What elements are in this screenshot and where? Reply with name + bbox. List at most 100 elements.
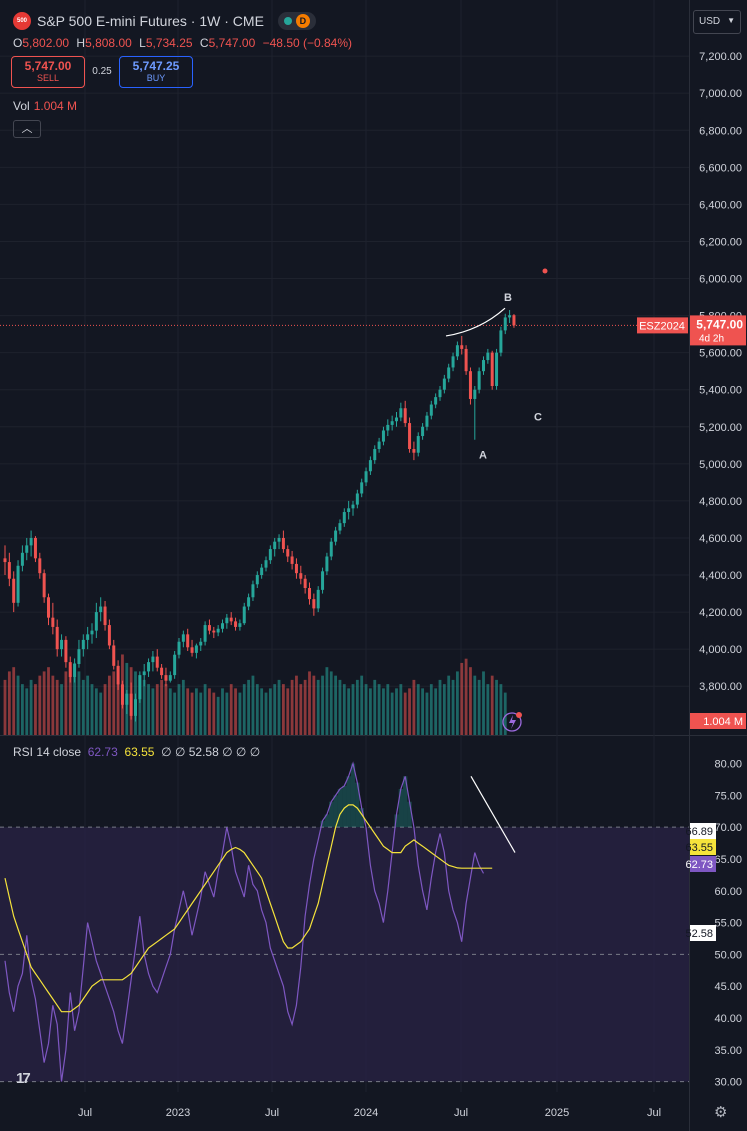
rsi-tag: 63.55 xyxy=(685,842,713,854)
rsi-overbought-fill xyxy=(350,763,356,828)
rsi-line xyxy=(4,761,485,1082)
rsi-legend[interactable]: RSI 14 close 62.73 63.55 ∅ ∅ 52.58 ∅ ∅ ∅ xyxy=(13,745,260,759)
volume-bar xyxy=(460,662,464,735)
volume-bar xyxy=(395,688,398,735)
currency-selector[interactable]: USD ▼ xyxy=(693,10,741,34)
time-tick-label: Jul xyxy=(454,1107,468,1119)
candle-body xyxy=(377,441,381,450)
candle-body xyxy=(51,617,55,627)
rsi-overbought-fill xyxy=(342,785,347,828)
rsi-tick-label: 75.00 xyxy=(714,790,742,802)
volume-bar xyxy=(495,679,498,735)
volume-bar xyxy=(347,688,351,735)
rsi-overbought-fill xyxy=(324,814,330,828)
rsi-tick-label: 50.00 xyxy=(714,949,742,961)
rsi-pane[interactable] xyxy=(0,761,689,1083)
candle-body xyxy=(260,567,264,576)
candlestick-series[interactable] xyxy=(3,310,516,722)
buy-button[interactable]: 5,747.25 BUY xyxy=(119,56,193,88)
candle-body xyxy=(434,397,438,405)
ohlc-values: O5,802.00 H5,808.00 L5,734.25 C5,747.00 … xyxy=(13,36,356,50)
volume-bar xyxy=(260,688,264,735)
candle-body xyxy=(425,415,429,427)
rsi-overbought-fill xyxy=(394,814,399,828)
open-label: O xyxy=(13,36,23,50)
volume-bar xyxy=(173,692,177,735)
candle-body xyxy=(490,352,494,386)
rsi-overbought-fill xyxy=(398,788,404,828)
volume-bar xyxy=(25,688,29,735)
close-label: C xyxy=(199,36,209,50)
time-tick-label: Jul xyxy=(78,1107,92,1119)
volume-bar xyxy=(255,684,259,735)
candle-body xyxy=(151,656,155,663)
user-drawings[interactable]: A B C xyxy=(445,268,548,853)
price-tick-label: 6,800.00 xyxy=(699,125,742,137)
volume-bar xyxy=(286,688,290,735)
symbol-title[interactable]: S&P 500 E-mini Futures · 1W · CME xyxy=(37,13,264,29)
gear-icon[interactable]: ⚙ xyxy=(714,1104,728,1121)
candle-body xyxy=(116,665,120,685)
candle-body xyxy=(464,348,468,372)
candle-body xyxy=(338,523,342,531)
volume-bar xyxy=(155,684,159,735)
price-tick-label: 5,400.00 xyxy=(699,385,742,397)
volume-bar xyxy=(112,671,116,735)
volume-bar xyxy=(164,684,168,735)
candle-body xyxy=(64,639,68,663)
volume-bar xyxy=(338,679,342,735)
price-tick-label: 7,000.00 xyxy=(699,88,742,100)
volume-bar xyxy=(321,675,324,735)
candle-body xyxy=(42,573,46,598)
candle-body xyxy=(438,389,442,398)
market-status[interactable]: D xyxy=(277,12,316,30)
candle-body xyxy=(29,537,33,546)
rsi-tick-label: 35.00 xyxy=(714,1045,742,1057)
candle-body xyxy=(229,617,233,622)
price-tick-label: 4,800.00 xyxy=(699,496,742,508)
symbol-tag-bg xyxy=(637,317,688,334)
chevron-up-icon[interactable]: ︿ xyxy=(13,120,41,138)
volume-bar xyxy=(116,667,120,735)
price-tick-label: 5,200.00 xyxy=(699,422,742,434)
price-tick-label: 6,600.00 xyxy=(699,162,742,174)
rsi-overbought-fill xyxy=(359,808,364,828)
candle-body xyxy=(508,315,512,318)
volume-bar xyxy=(403,692,407,735)
rsi-overbought-fill xyxy=(407,801,412,828)
symbol-logo-icon[interactable]: 500 xyxy=(13,12,31,30)
candle-body xyxy=(312,599,316,609)
volume-bar xyxy=(425,692,429,735)
candle-body xyxy=(403,408,407,424)
chevron-down-icon: ▼ xyxy=(727,16,735,25)
price-tick-label: 4,200.00 xyxy=(699,607,742,619)
candle-body xyxy=(138,675,142,700)
delayed-data-badge: D xyxy=(295,14,310,28)
volume-bar xyxy=(21,684,24,735)
candle-body xyxy=(360,482,364,494)
rsi-tag-bg xyxy=(690,925,716,941)
volume-bar xyxy=(377,684,381,735)
sell-button[interactable]: 5,747.00 SELL xyxy=(11,56,85,88)
candle-body xyxy=(238,623,242,627)
volume-bar xyxy=(186,688,190,735)
rsi-na-3: ∅ xyxy=(222,745,233,759)
candle-body xyxy=(203,625,207,642)
tradingview-logo-icon[interactable]: 17 xyxy=(16,1070,31,1087)
volume-legend[interactable]: Vol 1.004 M xyxy=(13,99,77,113)
volume-bar xyxy=(212,692,216,735)
candle-body xyxy=(181,634,185,642)
rsi-ma-line xyxy=(4,804,493,1013)
volume-bar xyxy=(7,671,11,735)
volume-bar xyxy=(216,696,220,735)
candle-body xyxy=(495,352,499,386)
candle-body xyxy=(329,541,333,557)
volume-bar xyxy=(477,679,481,735)
candle-body xyxy=(160,667,164,676)
candle-body xyxy=(33,537,37,559)
candle-body xyxy=(503,317,507,331)
candle-body xyxy=(294,563,298,574)
low-label: L xyxy=(139,36,146,50)
volume-bar xyxy=(399,684,403,735)
